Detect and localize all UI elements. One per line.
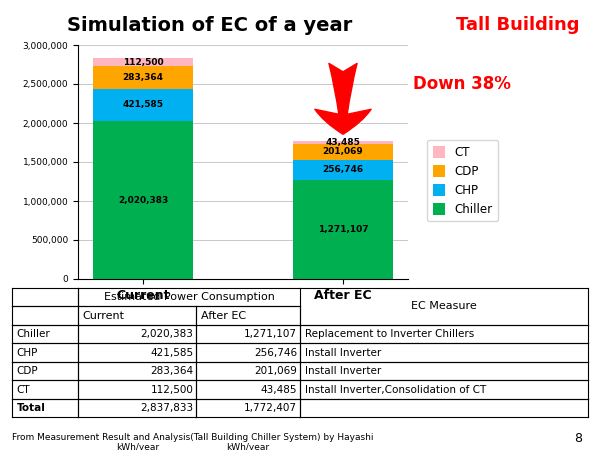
Text: 201,069: 201,069 [323,148,364,157]
Text: Install Inverter: Install Inverter [305,348,381,358]
Text: 43,485: 43,485 [260,385,297,395]
Text: 43,485: 43,485 [326,138,361,147]
Text: CHP: CHP [17,348,38,358]
Text: Replacement to Inverter Chillers: Replacement to Inverter Chillers [305,329,474,339]
Text: Total: Total [17,403,46,413]
Text: 112,500: 112,500 [151,385,193,395]
Bar [93,122,193,279]
Text: CDP: CDP [17,366,38,376]
Text: 8: 8 [574,432,582,446]
Text: 421,585: 421,585 [151,348,193,358]
Bar [293,144,393,160]
Text: 112,500: 112,500 [122,58,163,67]
Text: 2,020,383: 2,020,383 [140,329,193,339]
Bar [93,89,193,122]
Bar [293,180,393,279]
Text: 1,772,407: 1,772,407 [244,403,297,413]
Text: Down 38%: Down 38% [413,75,511,93]
Text: 2,020,383: 2,020,383 [118,196,168,205]
Text: 1,271,107: 1,271,107 [244,329,297,339]
Legend: CT, CDP, CHP, Chiller: CT, CDP, CHP, Chiller [427,140,498,221]
Bar [293,160,393,180]
Text: 256,746: 256,746 [322,165,364,174]
Text: EC Measure: EC Measure [411,302,477,311]
Text: 1,271,107: 1,271,107 [317,225,368,234]
Text: 421,585: 421,585 [122,100,163,109]
Text: CT: CT [17,385,30,395]
Text: Install Inverter,Consolidation of CT: Install Inverter,Consolidation of CT [305,385,486,395]
Text: Tall Building: Tall Building [456,16,580,34]
Text: 283,364: 283,364 [122,73,163,82]
Bar [293,141,393,144]
Text: kWh/year: kWh/year [227,442,270,450]
Text: Install Inverter: Install Inverter [305,366,381,376]
Text: After EC: After EC [201,311,246,321]
Text: 283,364: 283,364 [151,366,193,376]
Text: 201,069: 201,069 [254,366,297,376]
Text: Current: Current [83,311,125,321]
Text: Simulation of EC of a year: Simulation of EC of a year [67,16,353,35]
Bar [93,67,193,89]
Text: kWh/year: kWh/year [116,442,159,450]
Text: From Measurement Result and Analysis(Tall Building Chiller System) by Hayashi: From Measurement Result and Analysis(Tal… [12,433,373,442]
Text: 256,746: 256,746 [254,348,297,358]
Text: Estimated Power Consumption: Estimated Power Consumption [104,292,275,302]
Bar [93,58,193,67]
Text: 2,837,833: 2,837,833 [140,403,193,413]
Text: Chiller: Chiller [17,329,50,339]
